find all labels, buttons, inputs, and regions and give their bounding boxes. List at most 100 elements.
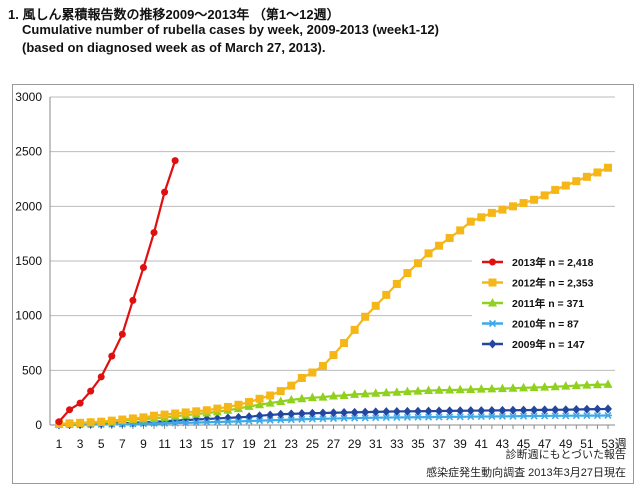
x-tick-label: 15 xyxy=(200,437,214,451)
data-point xyxy=(551,405,560,415)
data-point xyxy=(171,419,180,427)
x-tick-label: 21 xyxy=(263,437,277,451)
data-point xyxy=(108,352,116,360)
data-point xyxy=(297,373,306,382)
data-point xyxy=(488,319,497,328)
x-tick-label: 31 xyxy=(369,437,383,451)
data-point xyxy=(329,391,338,400)
data-point xyxy=(339,390,349,399)
x-tick-label: 53週 xyxy=(601,437,626,451)
data-point xyxy=(466,406,475,416)
data-point xyxy=(413,386,423,395)
data-point xyxy=(551,185,560,194)
x-tick-label: 9 xyxy=(140,437,147,451)
data-point xyxy=(297,415,306,423)
data-point xyxy=(488,339,497,349)
data-point xyxy=(476,384,486,393)
data-point xyxy=(592,379,602,389)
data-point xyxy=(129,296,137,304)
data-point xyxy=(456,226,465,235)
data-point xyxy=(55,418,63,426)
data-point xyxy=(234,417,243,425)
data-point xyxy=(255,394,264,403)
footnote-1: 診断週にもとづいた報告 xyxy=(505,449,626,461)
data-point xyxy=(424,385,434,395)
data-point xyxy=(540,191,549,200)
data-point xyxy=(392,279,401,288)
data-point xyxy=(403,413,412,421)
data-point xyxy=(340,408,349,418)
x-tick-label: 1 xyxy=(56,437,63,451)
data-point xyxy=(497,383,507,393)
data-point xyxy=(466,384,476,393)
data-point xyxy=(276,409,285,419)
data-point xyxy=(593,168,602,177)
x-tick-label: 7 xyxy=(119,437,126,451)
data-point xyxy=(519,382,529,392)
subtitle-en: (based on diagnosed week as of March 27,… xyxy=(22,40,326,55)
data-point xyxy=(213,404,222,413)
data-point xyxy=(466,413,475,421)
data-point xyxy=(202,418,211,426)
data-point xyxy=(582,172,591,181)
data-point xyxy=(361,414,370,422)
data-point xyxy=(424,249,433,258)
data-point xyxy=(540,412,549,420)
data-point xyxy=(561,405,570,415)
data-point xyxy=(308,408,317,418)
data-point xyxy=(139,264,147,272)
x-tick-label: 23 xyxy=(285,437,299,451)
data-point xyxy=(455,384,465,394)
data-point xyxy=(223,402,232,411)
data-point xyxy=(213,418,222,426)
data-point xyxy=(488,278,497,287)
data-point xyxy=(245,398,254,407)
data-point xyxy=(603,379,613,388)
data-point xyxy=(435,413,444,421)
y-tick-label: 2000 xyxy=(15,199,42,213)
data-point xyxy=(551,412,560,420)
x-tick-label: 13 xyxy=(179,437,193,451)
data-point xyxy=(66,406,74,414)
data-point xyxy=(540,382,550,391)
data-point xyxy=(519,405,528,415)
data-point xyxy=(97,373,105,381)
legend-label: 2009年 n = 147 xyxy=(512,338,585,351)
data-point xyxy=(118,415,127,424)
x-tick-label: 41 xyxy=(475,437,489,451)
data-point xyxy=(604,163,612,172)
data-point xyxy=(150,411,159,420)
x-tick-label: 45 xyxy=(517,437,531,451)
data-point xyxy=(382,413,391,422)
data-point xyxy=(318,392,328,401)
data-point xyxy=(65,419,74,428)
data-point xyxy=(192,407,201,416)
data-point xyxy=(107,416,116,425)
x-tick-label: 33 xyxy=(390,437,404,451)
data-point xyxy=(445,385,455,394)
data-point xyxy=(87,387,95,395)
data-point xyxy=(371,414,380,422)
data-point xyxy=(181,419,190,427)
data-point xyxy=(307,392,317,402)
data-point xyxy=(86,418,95,427)
data-point xyxy=(435,241,444,250)
data-point xyxy=(403,406,412,416)
data-point xyxy=(445,413,454,421)
x-tick-label: 35 xyxy=(411,437,425,451)
data-point xyxy=(287,381,296,390)
y-tick-label: 500 xyxy=(22,363,42,377)
y-tick-label: 2500 xyxy=(15,145,42,159)
x-tick-label: 11 xyxy=(158,437,171,451)
chart-frame xyxy=(12,84,634,484)
data-point xyxy=(192,419,201,427)
data-point xyxy=(593,412,602,420)
data-point xyxy=(382,290,391,299)
x-tick-label: 43 xyxy=(496,437,510,451)
data-point xyxy=(413,406,422,416)
data-point xyxy=(255,399,265,409)
data-point xyxy=(413,259,422,268)
data-point xyxy=(329,408,338,418)
data-point xyxy=(234,400,243,409)
